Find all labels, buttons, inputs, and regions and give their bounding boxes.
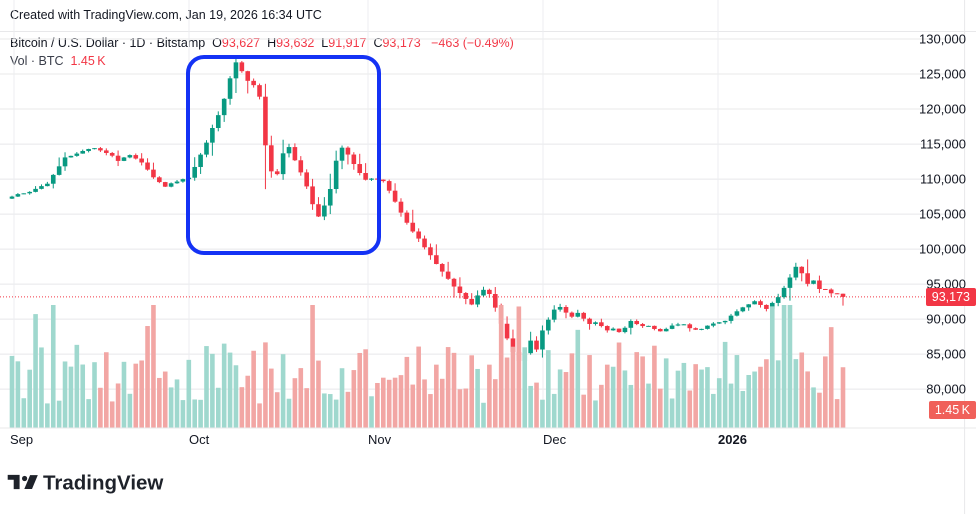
svg-text:TradingView: TradingView [43, 472, 163, 495]
